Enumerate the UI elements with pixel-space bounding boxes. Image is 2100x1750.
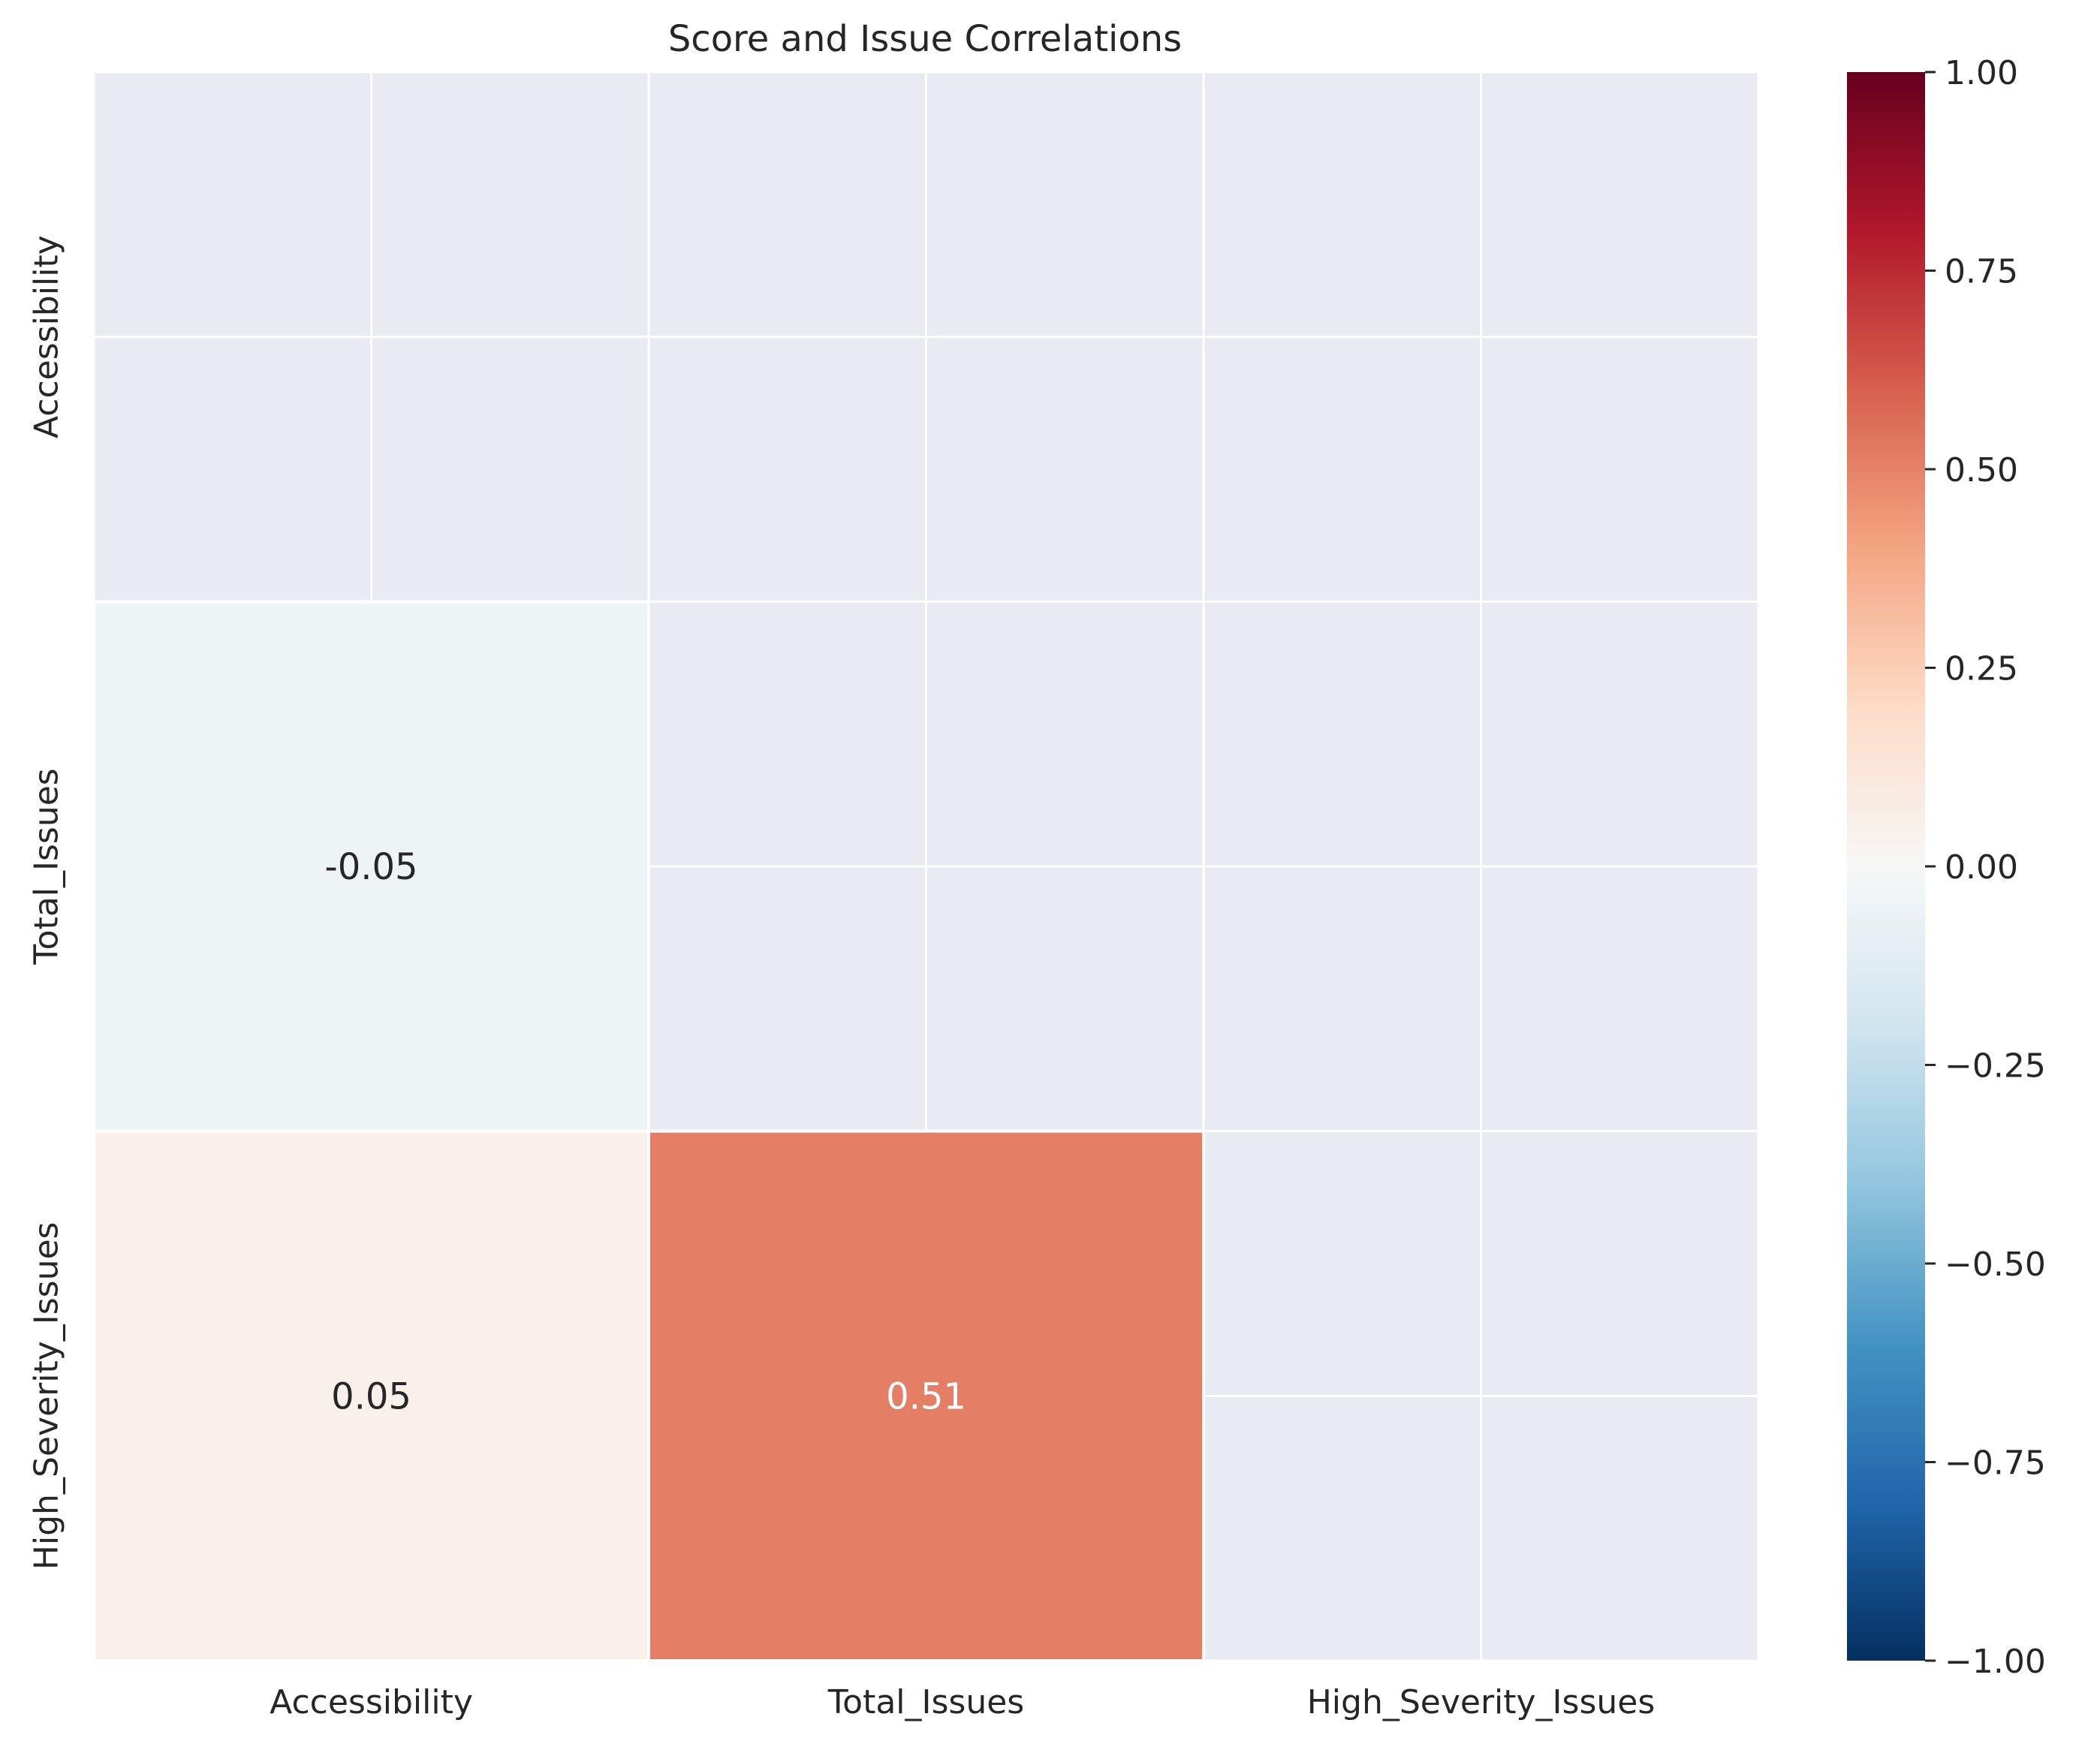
- chart-title: Score and Issue Correlations: [668, 18, 1182, 60]
- y-tick-label: Total_Issues: [28, 768, 66, 965]
- x-tick-label: Accessibility: [270, 1683, 473, 1721]
- colorbar-tick-label: 1.00: [1945, 54, 2018, 92]
- colorbar-tick-label: −0.50: [1945, 1245, 2046, 1284]
- colorbar: [1847, 72, 1925, 1661]
- colorbar-tick-label: −1.00: [1945, 1643, 2046, 1681]
- y-tick-label: High_Severity_Issues: [28, 1222, 66, 1571]
- x-tick-label: High_Severity_Issues: [1307, 1683, 1656, 1721]
- cell-annotation: -0.05: [324, 846, 417, 888]
- colorbar-tick-label: 0.50: [1945, 451, 2018, 489]
- y-tick-labels: Accessibility Total_Issues High_Severity_I…: [28, 235, 66, 1570]
- heatmap-cell: [92, 600, 650, 1133]
- heatmap-cell: [647, 1129, 1205, 1662]
- colorbar-tick-label: 0.75: [1945, 253, 2018, 291]
- x-tick-label: Total_Issues: [827, 1683, 1024, 1721]
- colorbar-gradient: [1847, 72, 1925, 1661]
- cell-annotation: 0.51: [886, 1375, 966, 1417]
- x-tick-labels: Accessibility Total_Issues High_Severity_I…: [270, 1683, 1655, 1721]
- colorbar-ticks: 1.00 0.75 0.50 0.25 0.00 −0.25 −0.50 −0.75 −1.00: [1925, 54, 2046, 1681]
- heatmap-cells: [92, 600, 1205, 1662]
- colorbar-tick-label: 0.00: [1945, 848, 2018, 887]
- heatmap-cell: [92, 1129, 650, 1662]
- cell-annotations: -0.05 0.05 0.51: [324, 846, 966, 1417]
- colorbar-tick-label: −0.75: [1945, 1444, 2046, 1483]
- colorbar-tick-label: 0.25: [1945, 650, 2018, 688]
- cell-annotation: 0.05: [331, 1375, 411, 1417]
- y-tick-label: Accessibility: [28, 235, 66, 438]
- colorbar-tick-label: −0.25: [1945, 1047, 2046, 1086]
